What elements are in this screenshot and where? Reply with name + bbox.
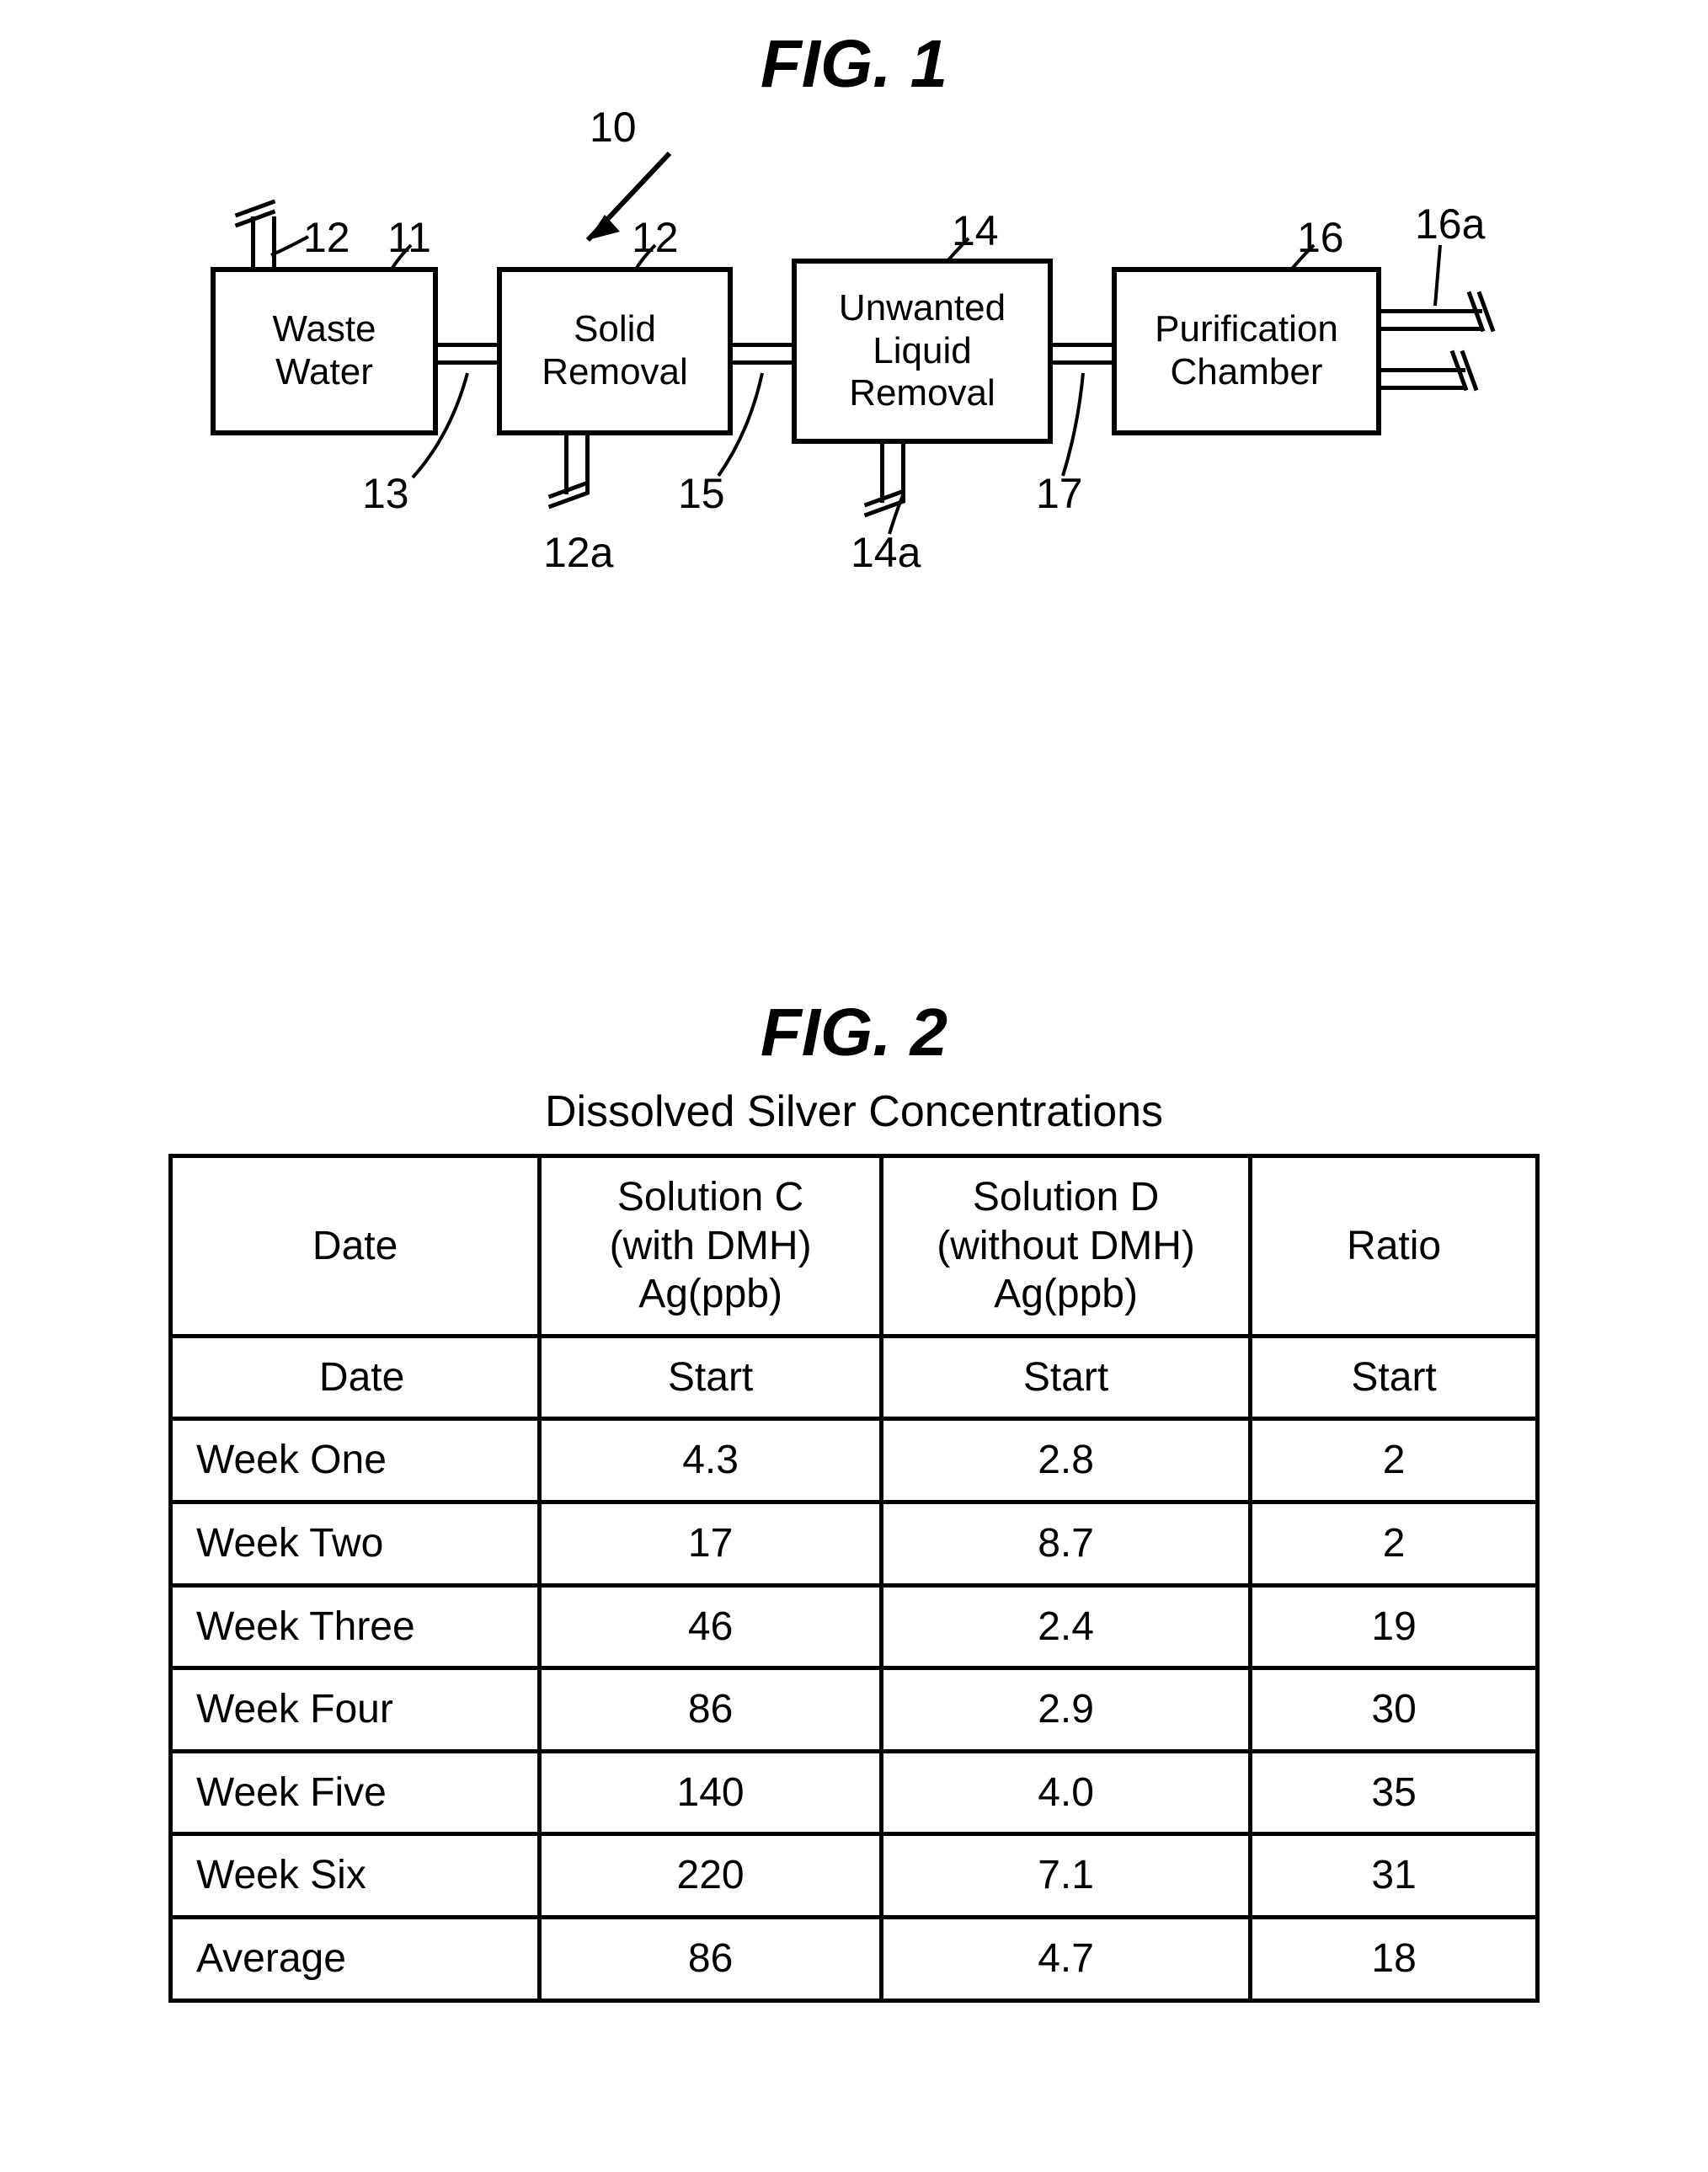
- cell: 19: [1251, 1585, 1538, 1668]
- col-d-l2: (without DMH): [937, 1224, 1195, 1268]
- leader-11: [387, 242, 430, 275]
- table-row: Average 86 4.7 18: [171, 1917, 1538, 2000]
- cell: Start: [1251, 1336, 1538, 1419]
- col-c-l1: Solution C: [617, 1175, 803, 1219]
- col-date-header: Date: [171, 1156, 540, 1337]
- outlet-bottom: [1381, 368, 1465, 390]
- table-row: Date Start Start Start: [171, 1336, 1538, 1419]
- leader-15: [712, 368, 787, 486]
- connector-15: [733, 343, 792, 365]
- fig1-title: FIG. 1: [211, 25, 1497, 103]
- cell: 18: [1251, 1917, 1538, 2000]
- silver-table: Date Solution C (with DMH) Ag(ppb) Solut…: [168, 1154, 1540, 2003]
- box-unwanted-l1: Unwanted: [839, 287, 1006, 330]
- box-solid-l2: Removal: [542, 351, 688, 394]
- cell: 4.3: [540, 1419, 882, 1502]
- cell: 2.4: [881, 1585, 1250, 1668]
- cell: Week Five: [171, 1751, 540, 1834]
- table-header-row: Date Solution C (with DMH) Ag(ppb) Solut…: [171, 1156, 1538, 1337]
- col-d-l3: Ag(ppb): [994, 1272, 1138, 1316]
- outlet-top-break-icon: [1472, 299, 1492, 341]
- outlet-bottom-break-icon: [1455, 358, 1476, 400]
- flow-diagram: 10 12 Waste Water 11 13 Solid Removal 12: [211, 132, 1497, 654]
- box-solid-removal: Solid Removal: [497, 267, 733, 435]
- col-d-l1: Solution D: [973, 1175, 1159, 1219]
- cell: 140: [540, 1751, 882, 1834]
- cell: Week Three: [171, 1585, 540, 1668]
- cell: 30: [1251, 1668, 1538, 1752]
- fig2-subtitle: Dissolved Silver Concentrations: [168, 1086, 1540, 1137]
- cell: Week Four: [171, 1668, 540, 1752]
- cell: 4.7: [881, 1917, 1250, 2000]
- box-waste-water-l2: Water: [275, 351, 373, 394]
- leader-14: [943, 235, 985, 269]
- col-solution-c-header: Solution C (with DMH) Ag(ppb): [540, 1156, 882, 1337]
- cell: 35: [1251, 1751, 1538, 1834]
- table-row: Week Three 46 2.4 19: [171, 1585, 1538, 1668]
- box-purification: Purification Chamber: [1112, 267, 1381, 435]
- leader-16a: [1423, 242, 1465, 309]
- table-row: Week Four 86 2.9 30: [171, 1668, 1538, 1752]
- ref-13: 13: [362, 469, 409, 518]
- cell: 2.9: [881, 1668, 1250, 1752]
- cell: 2.8: [881, 1419, 1250, 1502]
- cell: Start: [881, 1336, 1250, 1419]
- cell: 86: [540, 1668, 882, 1752]
- table-row: Week Two 17 8.7 2: [171, 1502, 1538, 1585]
- cell: Average: [171, 1917, 540, 2000]
- box-unwanted-liquid: Unwanted Liquid Removal: [792, 259, 1053, 444]
- connector-13: [438, 343, 497, 365]
- cell: Week One: [171, 1419, 540, 1502]
- table-row: Week Five 140 4.0 35: [171, 1751, 1538, 1834]
- cell: 8.7: [881, 1502, 1250, 1585]
- cell: 2: [1251, 1502, 1538, 1585]
- cell: 86: [540, 1917, 882, 2000]
- col-c-l3: Ag(ppb): [638, 1272, 782, 1316]
- leader-12b: [632, 242, 674, 275]
- box-waste-water-l1: Waste: [272, 308, 376, 351]
- fig2-title: FIG. 2: [168, 994, 1540, 1071]
- leader-inlet: [266, 232, 317, 265]
- cell: 46: [540, 1585, 882, 1668]
- outlet-top: [1381, 309, 1482, 331]
- figure-1: FIG. 1 10 12 Waste Water 11 13: [211, 25, 1497, 654]
- cell: Start: [540, 1336, 882, 1419]
- cell: Date: [171, 1336, 540, 1419]
- col-solution-d-header: Solution D (without DMH) Ag(ppb): [881, 1156, 1250, 1337]
- ref-12a: 12a: [543, 528, 613, 577]
- connector-17: [1053, 343, 1112, 365]
- col-c-l2: (with DMH): [610, 1224, 812, 1268]
- cell: Week Two: [171, 1502, 540, 1585]
- leader-17: [1053, 368, 1103, 486]
- col-ratio-header: Ratio: [1251, 1156, 1538, 1337]
- leader-13: [404, 368, 488, 486]
- leader-16: [1289, 242, 1331, 275]
- figure-2: FIG. 2 Dissolved Silver Concentrations D…: [168, 994, 1540, 2003]
- box-purif-l1: Purification: [1155, 308, 1338, 351]
- inlet-break-icon: [243, 205, 285, 225]
- box-solid-l1: Solid: [574, 308, 656, 351]
- stub-12a-break-icon: [556, 486, 598, 506]
- cell: 220: [540, 1834, 882, 1918]
- cell: 17: [540, 1502, 882, 1585]
- table-row: Week One 4.3 2.8 2: [171, 1419, 1538, 1502]
- cell: 4.0: [881, 1751, 1250, 1834]
- cell: Week Six: [171, 1834, 540, 1918]
- box-unwanted-l3: Removal: [849, 372, 995, 415]
- cell: 31: [1251, 1834, 1538, 1918]
- cell: 2: [1251, 1419, 1538, 1502]
- ref-10: 10: [590, 103, 637, 152]
- cell: 7.1: [881, 1834, 1250, 1918]
- box-unwanted-l2: Liquid: [873, 330, 971, 373]
- leader-14a: [884, 490, 935, 541]
- box-purif-l2: Chamber: [1171, 351, 1323, 394]
- table-row: Week Six 220 7.1 31: [171, 1834, 1538, 1918]
